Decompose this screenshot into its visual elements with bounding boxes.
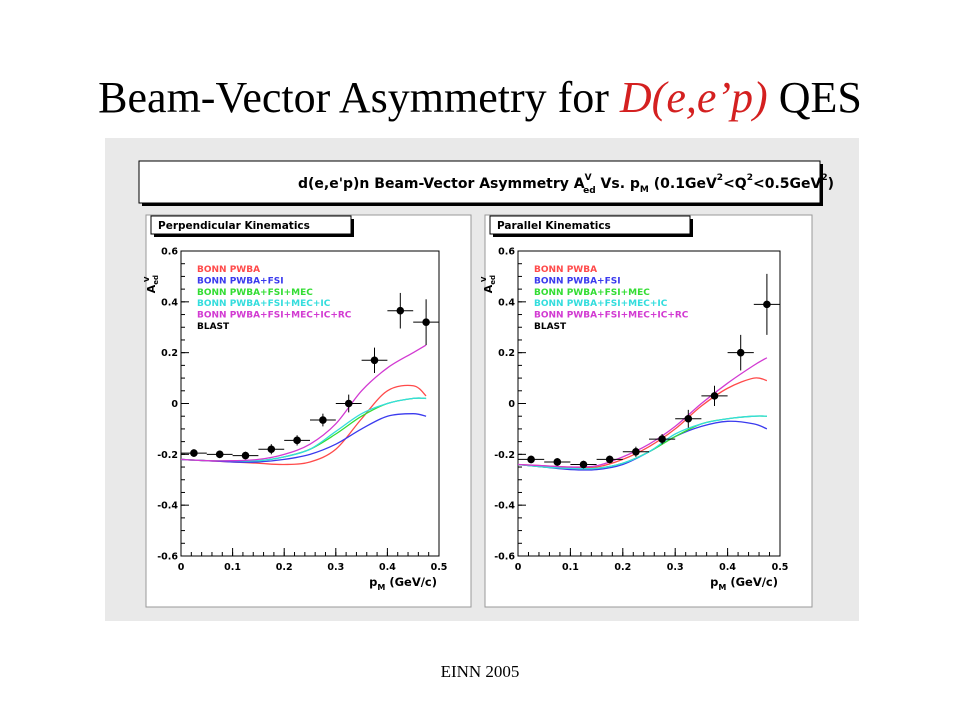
figure-panel: d(e,e'p)n Beam-Vector Asymmetry AV ed Vs.… <box>104 137 860 622</box>
y-tick-label: -0.2 <box>157 450 178 461</box>
x-tick-label: 0 <box>178 562 185 573</box>
legend-entry: BONN PWBA <box>534 265 597 275</box>
plot-parallel: Parallel Kinematics 0 0.1 0.2 0.3 0.4 0.5 -0.6 -… <box>480 214 813 608</box>
y-tick-label: 0 <box>171 399 178 410</box>
legend-entry: BONN PWBA+FSI+MEC+IC+RC <box>197 311 352 321</box>
data-point <box>241 451 250 460</box>
legend-entry: BONN PWBA+FSI <box>534 276 621 286</box>
y-tick-label: -0.6 <box>157 552 178 563</box>
data-point <box>579 460 588 469</box>
legend-entry: BONN PWBA+FSI+MEC+IC <box>197 299 331 309</box>
legend-entry: BONN PWBA+FSI <box>197 276 284 286</box>
y-tick-label: -0.4 <box>494 501 515 512</box>
data-point <box>344 399 353 408</box>
y-tick-label: 0.4 <box>161 297 178 308</box>
legend-entry: BONN PWBA+FSI+MEC <box>534 288 650 298</box>
y-tick-label: 0.2 <box>161 348 178 359</box>
legend-entry: BONN PWBA+FSI+MEC+IC <box>534 299 668 309</box>
x-tick-label: 0.2 <box>614 562 631 573</box>
data-point <box>632 447 640 456</box>
y-tick-label: 0 <box>508 399 515 410</box>
x-axis-label: pM (GeV/c) <box>710 575 778 592</box>
legend-entry: BLAST <box>534 322 567 332</box>
data-point <box>763 300 771 309</box>
data-point <box>422 318 430 326</box>
y-tick-label: 0.6 <box>498 247 515 258</box>
x-tick-label: 0.1 <box>224 562 241 573</box>
y-tick-label: -0.6 <box>494 552 515 563</box>
plot-frame <box>517 250 781 557</box>
x-tick-label: 0.1 <box>562 562 579 573</box>
x-tick-label: 0.3 <box>327 562 344 573</box>
banner-title: d(e,e'p)n Beam-Vector Asymmetry AV ed Vs.… <box>298 173 834 196</box>
panel-label-box <box>150 215 352 235</box>
data-point <box>293 436 301 445</box>
y-tick-label: -0.4 <box>157 501 178 512</box>
y-tick-label: 0.4 <box>498 297 515 308</box>
data-point <box>267 445 276 454</box>
data-point <box>658 435 666 443</box>
series-line <box>180 413 427 463</box>
data-point <box>736 348 745 357</box>
x-tick-label: 0.4 <box>719 562 736 573</box>
title-reaction: D(e,e’p) <box>619 73 768 122</box>
data-point <box>319 416 327 424</box>
y-tick-label: -0.2 <box>494 450 515 461</box>
x-tick-label: 0.5 <box>431 562 448 573</box>
title-suffix: QES <box>778 73 862 122</box>
panel-label: Parallel Kinematics <box>497 220 611 232</box>
x-tick-label: 0.5 <box>772 562 789 573</box>
data-point <box>396 306 405 315</box>
data-point <box>370 356 379 365</box>
legend-entry: BONN PWBA+FSI+MEC+IC+RC <box>534 311 689 321</box>
banner-box <box>138 160 821 204</box>
plot-perpendicular: Perpendicular Kinematics 0 0.1 0.2 0.3 0.4 0.5… <box>143 214 472 608</box>
slide-title: Beam-Vector Asymmetry for D(e,e’p) QES <box>0 72 960 123</box>
legend-entry: BONN PWBA <box>197 265 260 275</box>
title-main: Beam-Vector Asymmetry for <box>98 73 609 122</box>
figure-svg: d(e,e'p)n Beam-Vector Asymmetry AV ed Vs.… <box>104 137 860 622</box>
x-tick-label: 0.4 <box>379 562 396 573</box>
x-tick-label: 0.3 <box>667 562 684 573</box>
data-point <box>527 455 535 464</box>
y-axis-label: AedV <box>143 275 160 293</box>
data-point <box>553 458 562 466</box>
data-point <box>215 450 224 459</box>
y-tick-label: 0.2 <box>498 348 515 359</box>
x-tick-label: 0.2 <box>276 562 293 573</box>
series-line <box>517 357 768 468</box>
series-line <box>180 344 427 462</box>
y-tick-label: 0.6 <box>161 247 178 258</box>
panel-label-box <box>489 215 691 235</box>
data-point <box>710 392 719 400</box>
plot-frame <box>180 250 440 557</box>
x-axis-label: pM (GeV/c) <box>369 575 437 592</box>
x-tick-label: 0 <box>515 562 522 573</box>
data-point <box>605 455 614 464</box>
legend-entry: BONN PWBA+FSI+MEC <box>197 288 313 298</box>
panel-label: Perpendicular Kinematics <box>158 220 310 232</box>
data-point <box>190 449 198 457</box>
legend-entry: BLAST <box>197 322 230 332</box>
y-axis-label: AedV <box>480 275 497 293</box>
footer: EINN 2005 <box>440 662 520 681</box>
data-point <box>684 414 693 423</box>
